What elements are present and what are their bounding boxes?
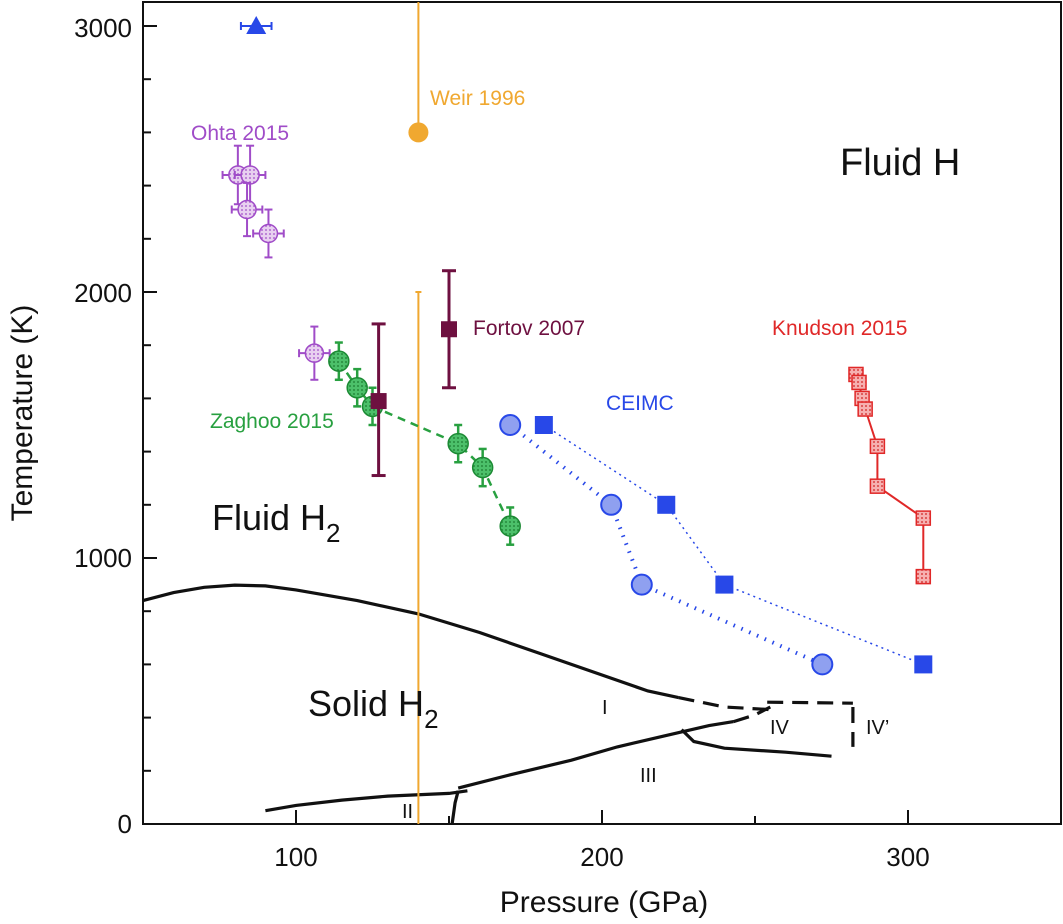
x-tick-label-100: 100 xyxy=(274,842,317,872)
region-solid-h2-subscript: 2 xyxy=(424,704,438,734)
phase-label-ii: II xyxy=(402,801,413,823)
phase-boundary-i-iii-boundary xyxy=(457,720,734,790)
ohta-point xyxy=(240,165,260,185)
knudson-point xyxy=(915,568,932,585)
ceimc-circle-point xyxy=(811,653,834,676)
phase-label-iv-prime: IV’ xyxy=(866,717,889,739)
ceimc-square-point xyxy=(914,655,933,674)
ceimc-circle-line xyxy=(508,423,824,667)
region-fluid-h: Fluid H xyxy=(840,142,960,184)
ceimc-triangle-point xyxy=(246,16,267,34)
ohta-point xyxy=(258,223,279,244)
phase-label-iii: III xyxy=(640,765,657,787)
ceimc-square-point xyxy=(657,495,676,514)
x-tick-label-300: 300 xyxy=(886,842,929,872)
knudson-point xyxy=(915,510,932,526)
ohta-point xyxy=(304,343,325,363)
x-tick-label-200: 200 xyxy=(580,842,623,872)
y-tick-label-2000: 2000 xyxy=(74,278,132,308)
phase-boundary-i-ii-boundary xyxy=(265,789,468,813)
label-ceimc: CEIMC xyxy=(606,392,674,415)
fortov-point xyxy=(441,321,457,338)
region-solid-h2: Solid H2 xyxy=(308,683,439,734)
ceimc-square-point xyxy=(534,416,553,434)
axis-ticks xyxy=(142,25,1062,825)
y-tick-label-0: 0 xyxy=(118,809,132,839)
phase-boundary-melting-line xyxy=(142,583,679,700)
knudson-point xyxy=(857,401,873,417)
zaghoo-line xyxy=(337,360,512,527)
ceimc-square-line xyxy=(543,424,924,666)
phase-boundary-iv-upper-boundary xyxy=(767,700,853,705)
knudson-point xyxy=(869,478,886,494)
zaghoo-point xyxy=(346,377,368,399)
x-axis-title: Pressure (GPa) xyxy=(500,886,708,919)
zaghoo-point xyxy=(499,515,521,537)
region-fluid-h2-main: Fluid H xyxy=(212,497,326,538)
region-fluid-h2: Fluid H2 xyxy=(212,497,341,548)
y-axis-title: Temperature (K) xyxy=(6,305,39,522)
region-solid-h2-main: Solid H xyxy=(308,683,424,724)
phase-label-iv: IV xyxy=(770,717,790,739)
knudson-point xyxy=(851,374,867,391)
data-series xyxy=(221,2,933,824)
label-zaghoo-2015: Zaghoo 2015 xyxy=(210,410,334,433)
zaghoo-point xyxy=(447,432,469,455)
region-fluid-h2-subscript: 2 xyxy=(326,518,340,548)
y-tick-label-3000: 3000 xyxy=(74,13,132,43)
ceimc-square-point xyxy=(715,575,734,594)
knudson-point xyxy=(869,438,886,455)
label-ohta-2015: Ohta 2015 xyxy=(191,122,289,145)
phase-boundaries xyxy=(142,583,855,825)
phase-boundary-iii-iv-boundary xyxy=(680,728,832,758)
ceimc-circle-point xyxy=(630,573,653,596)
phase-label-i: I xyxy=(602,697,608,719)
label-knudson-2015: Knudson 2015 xyxy=(772,317,907,340)
ceimc-circle-point xyxy=(600,493,623,516)
label-fortov-2007: Fortov 2007 xyxy=(473,317,585,340)
zaghoo-point xyxy=(471,456,494,479)
phase-boundary-i-iv-boundary xyxy=(733,705,772,724)
label-weir-1996: Weir 1996 xyxy=(430,87,525,110)
ceimc-circle-point xyxy=(499,414,522,436)
y-tick-label-1000: 1000 xyxy=(74,543,132,573)
weir-point xyxy=(408,122,429,143)
zaghoo-point xyxy=(328,350,350,372)
fortov-point xyxy=(370,393,387,410)
phase-boundary-ii-iii-boundary xyxy=(450,790,460,825)
ohta-point xyxy=(237,199,257,220)
phase-boundary-melting-line-extrapolated xyxy=(678,696,771,712)
